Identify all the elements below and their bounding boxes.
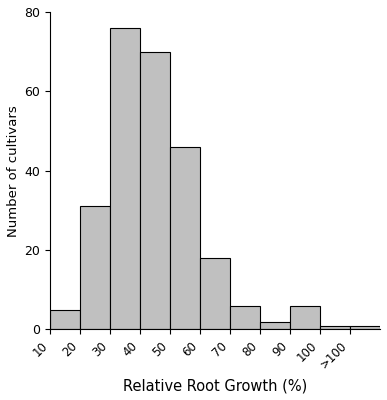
Bar — [320, 326, 350, 330]
Bar — [200, 258, 230, 330]
X-axis label: Relative Root Growth (%): Relative Root Growth (%) — [123, 378, 307, 393]
Bar — [350, 326, 380, 330]
Bar — [230, 306, 260, 330]
Bar — [260, 322, 290, 330]
Bar — [290, 306, 320, 330]
Bar — [50, 310, 80, 330]
Y-axis label: Number of cultivars: Number of cultivars — [7, 105, 20, 236]
Bar — [170, 147, 200, 330]
Bar — [80, 206, 110, 330]
Bar — [140, 52, 170, 330]
Bar — [110, 28, 140, 330]
